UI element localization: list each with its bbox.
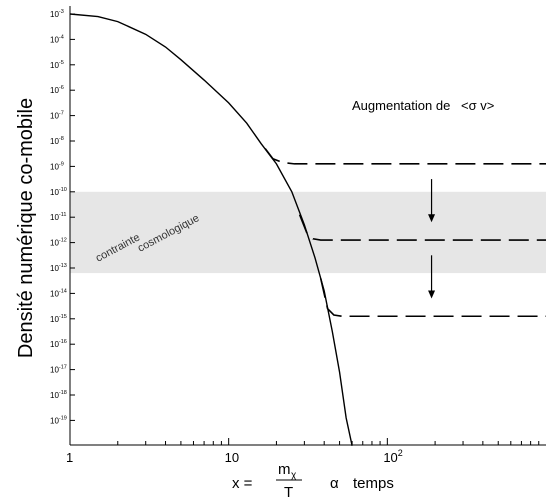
x-label-numerator-sub: χ: [291, 470, 297, 481]
x-label-numerator: m: [278, 461, 291, 478]
y-tick-label: 10-9: [50, 161, 64, 171]
x-label-x-equals: x =: [232, 475, 253, 492]
cosmological-constraint-band: [70, 191, 546, 274]
x-axis-label: x = m χ T α temps: [232, 461, 394, 501]
y-tick-label: 10-18: [50, 390, 67, 400]
y-tick-label: 10-15: [50, 314, 67, 324]
freezeout-curve-1: [264, 148, 546, 165]
y-tick-label: 10-6: [50, 85, 64, 95]
freezeout-curve-3: [319, 277, 546, 318]
x-tick-label: 1: [66, 450, 73, 465]
y-tick-label: 10-11: [50, 212, 66, 222]
annotation-augmentation: Augmentation de: [352, 98, 450, 113]
y-tick-label: 10-4: [50, 34, 64, 44]
x-tick-label: 102: [383, 448, 402, 465]
x-tick-label: 10: [225, 450, 239, 465]
y-tick-label: 10-8: [50, 136, 64, 146]
freezeout-curve-2: [298, 214, 546, 241]
y-tick-label: 10-16: [50, 339, 67, 349]
arrow-1: [428, 179, 436, 223]
arrow-2: [428, 255, 436, 299]
y-tick-label: 10-14: [50, 288, 67, 298]
y-tick-label: 10-19: [50, 415, 67, 425]
y-axis-label: Densité numérique co-mobile: [15, 98, 37, 358]
y-axis-ticks: 10-3 10-4 10-5 10-6 10-7 10-8 10-9 10-10 10-11 10…: [50, 9, 75, 425]
y-tick-label: 10-17: [50, 365, 67, 375]
annotation-sigma-v: <σ v>: [461, 98, 494, 113]
y-tick-label: 10-7: [50, 111, 64, 121]
freezeout-curves: [264, 148, 546, 318]
y-tick-label: 10-3: [50, 9, 64, 19]
equilibrium-curve: [69, 13, 353, 446]
y-tick-label: 10-13: [50, 263, 67, 273]
x-label-time: temps: [353, 475, 394, 492]
x-label-proportional: α: [330, 475, 339, 492]
arrows: [428, 179, 436, 299]
y-tick-label: 10-5: [50, 60, 64, 70]
x-axis-ticks: 1 10 102: [66, 438, 540, 465]
y-tick-label: 10-10: [50, 187, 67, 197]
y-tick-label: 10-12: [50, 238, 67, 248]
x-label-denominator: T: [284, 484, 293, 501]
